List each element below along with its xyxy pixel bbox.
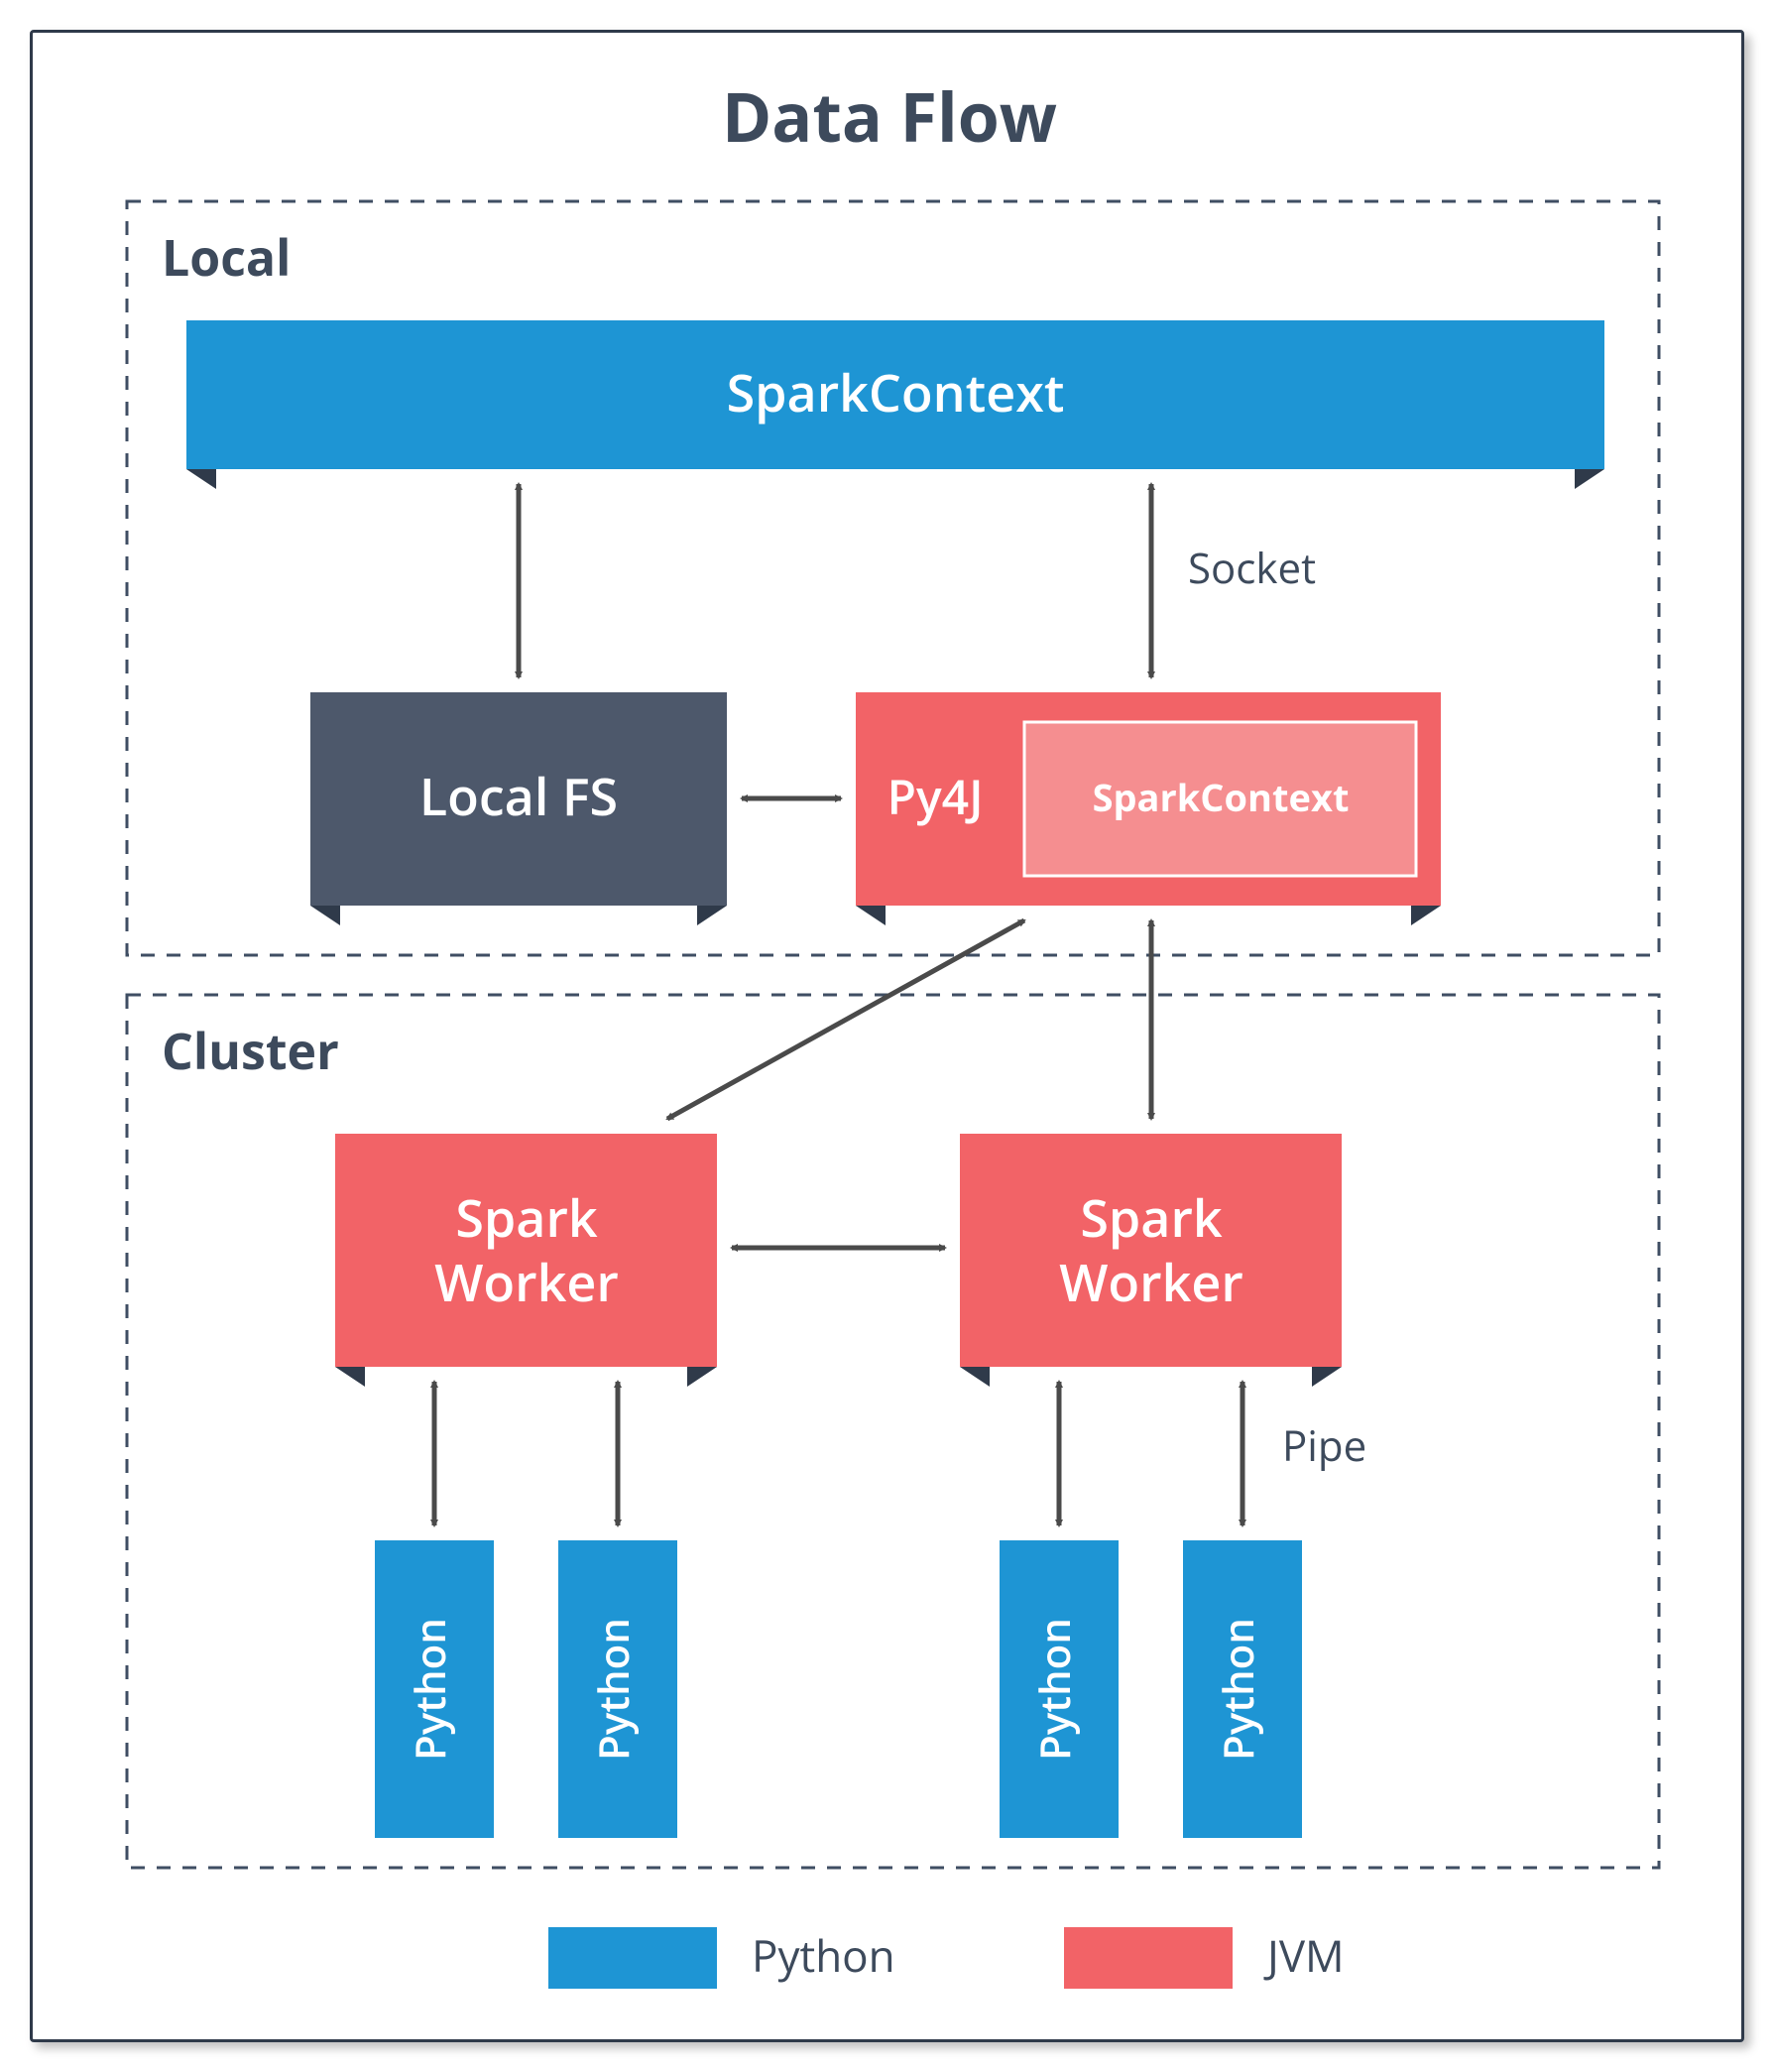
section-local-label: Local xyxy=(162,223,291,291)
node-spark-context: SparkContext xyxy=(186,320,1604,489)
edge-pipe-label: Pipe xyxy=(1282,1417,1366,1474)
node-python-3: Python xyxy=(1000,1540,1119,1838)
node-python-2-label: Python xyxy=(585,1618,642,1761)
diagram-panel: Data Flow Local SparkContext Local FS xyxy=(30,30,1744,2042)
node-py4j-label: Py4J xyxy=(887,765,983,829)
node-python-4: Python xyxy=(1183,1540,1302,1838)
legend: Python JVM xyxy=(548,1925,1345,1989)
node-python-4-label: Python xyxy=(1210,1618,1266,1761)
node-py4j-inner-label: SparkContext xyxy=(1093,772,1350,823)
legend-python-swatch xyxy=(548,1927,717,1989)
node-spark-worker-1: Spark Worker xyxy=(335,1134,717,1387)
legend-python-label: Python xyxy=(752,1925,895,1985)
node-spark-worker-2-label2: Worker xyxy=(1059,1247,1243,1317)
legend-jvm-label: JVM xyxy=(1263,1925,1345,1985)
node-python-3-label: Python xyxy=(1026,1618,1083,1761)
legend-jvm-swatch xyxy=(1064,1927,1233,1989)
node-spark-worker-2: Spark Worker xyxy=(960,1134,1342,1387)
node-python-1-label: Python xyxy=(402,1618,458,1761)
node-spark-worker-2-label1: Spark xyxy=(1080,1182,1223,1253)
node-python-1: Python xyxy=(375,1540,494,1838)
node-spark-context-label: SparkContext xyxy=(727,357,1065,427)
section-cluster xyxy=(127,995,1659,1868)
node-local-fs-label: Local FS xyxy=(419,761,618,831)
diagram-title: Data Flow xyxy=(722,69,1057,162)
node-py4j: Py4J SparkContext xyxy=(856,692,1441,925)
node-local-fs: Local FS xyxy=(310,692,727,925)
node-spark-worker-1-label1: Spark xyxy=(455,1182,598,1253)
edge-socket-label: Socket xyxy=(1188,540,1316,596)
node-spark-worker-1-label2: Worker xyxy=(434,1247,619,1317)
diagram-svg: Data Flow Local SparkContext Local FS xyxy=(33,33,1747,2045)
section-cluster-label: Cluster xyxy=(162,1017,339,1084)
node-python-2: Python xyxy=(558,1540,677,1838)
edge-py4j-worker1 xyxy=(667,920,1024,1119)
